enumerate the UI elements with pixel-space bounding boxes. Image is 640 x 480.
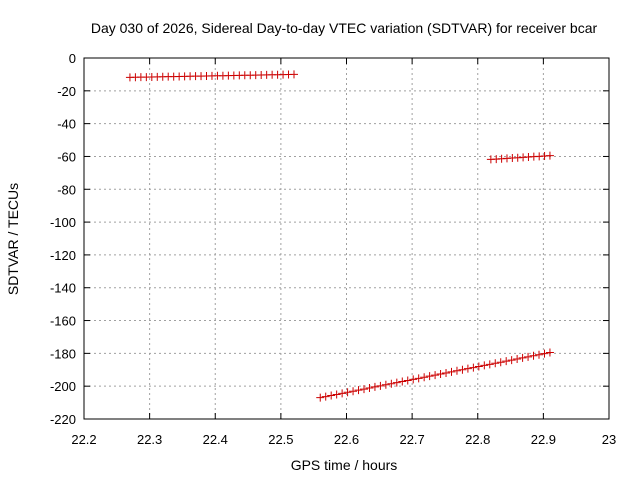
- data-points: [125, 70, 554, 402]
- x-tick-labels: 22.2 22.3 22.4 22.5 22.6 22.7 22.8 22.9 23: [71, 432, 616, 447]
- data-point-plus: [518, 353, 527, 362]
- y-tick-label: -220: [50, 412, 76, 427]
- data-point-plus: [425, 372, 434, 381]
- data-point-plus: [496, 358, 505, 367]
- data-point-plus: [545, 348, 554, 357]
- data-point-plus: [469, 363, 478, 372]
- y-tick-label: -120: [50, 248, 76, 263]
- x-tick-label: 23: [602, 432, 616, 447]
- data-point-plus: [502, 357, 511, 366]
- y-tick-label: 0: [69, 51, 76, 66]
- data-point-plus: [332, 390, 341, 399]
- x-tick-label: 22.6: [334, 432, 359, 447]
- data-point-plus: [349, 387, 358, 396]
- y-tick-label: -40: [57, 117, 76, 132]
- y-tick-label: -20: [57, 84, 76, 99]
- data-point-plus: [529, 351, 538, 360]
- data-point-plus: [409, 375, 418, 384]
- x-axis-label: GPS time / hours: [291, 457, 398, 473]
- data-point-plus: [452, 366, 461, 375]
- series-segment-3: [316, 348, 554, 402]
- data-point-plus: [338, 389, 347, 398]
- data-point-plus: [442, 368, 451, 377]
- data-point-plus: [316, 393, 325, 402]
- data-point-plus: [545, 151, 554, 160]
- data-point-plus: [524, 352, 533, 361]
- y-tick-labels: 0 -20 -40 -60 -80 -100 -120 -140 -160 -180 -200 -22…: [50, 51, 76, 427]
- data-point-plus: [321, 392, 330, 401]
- grid-lines: [84, 58, 609, 419]
- data-point-plus: [540, 349, 549, 358]
- y-tick-label: -160: [50, 314, 76, 329]
- data-point-plus: [513, 354, 522, 363]
- y-tick-label: -200: [50, 379, 76, 394]
- plot-frame: [83, 57, 610, 420]
- data-point-plus: [360, 385, 368, 394]
- data-point-plus: [343, 388, 352, 397]
- x-tick-label: 22.4: [203, 432, 228, 447]
- data-point-plus: [290, 70, 298, 79]
- data-point-plus: [420, 373, 429, 382]
- data-point-plus: [398, 377, 407, 386]
- y-tick-label: -60: [57, 149, 76, 164]
- data-point-plus: [414, 374, 423, 383]
- data-point-plus: [474, 362, 483, 371]
- data-point-plus: [463, 364, 472, 373]
- data-point-plus: [392, 378, 401, 387]
- data-point-plus: [354, 386, 363, 395]
- data-point-plus: [365, 383, 374, 392]
- data-point-plus: [376, 381, 385, 390]
- data-point-plus: [403, 376, 412, 385]
- data-point-plus: [480, 361, 489, 370]
- data-point-plus: [458, 365, 467, 374]
- data-point-plus: [387, 379, 396, 388]
- data-point-plus: [485, 360, 494, 369]
- y-tick-label: -140: [50, 281, 76, 296]
- y-axis-label: SDTVAR / TECUs: [5, 183, 21, 295]
- data-point-plus: [535, 350, 543, 359]
- x-tick-label: 22.3: [137, 432, 162, 447]
- data-point-plus: [370, 382, 379, 391]
- series-segment-2: [486, 151, 554, 164]
- x-tick-label: 22.2: [71, 432, 96, 447]
- data-point-plus: [431, 371, 440, 380]
- y-tick-label: -80: [57, 182, 76, 197]
- y-tick-label: -100: [50, 215, 76, 230]
- chart-title: Day 030 of 2026, Sidereal Day-to-day VTE…: [91, 20, 598, 36]
- data-point-plus: [381, 380, 390, 389]
- data-point-plus: [327, 391, 336, 400]
- data-point-plus: [436, 370, 445, 379]
- data-point-plus: [491, 359, 500, 368]
- series-segment-1: [125, 70, 298, 82]
- x-tick-label: 22.7: [399, 432, 424, 447]
- x-tick-label: 22.8: [465, 432, 490, 447]
- data-point-plus: [507, 356, 516, 365]
- data-point-plus: [447, 367, 456, 376]
- x-tick-label: 22.9: [531, 432, 556, 447]
- x-tick-label: 22.5: [268, 432, 293, 447]
- y-tick-label: -180: [50, 346, 76, 361]
